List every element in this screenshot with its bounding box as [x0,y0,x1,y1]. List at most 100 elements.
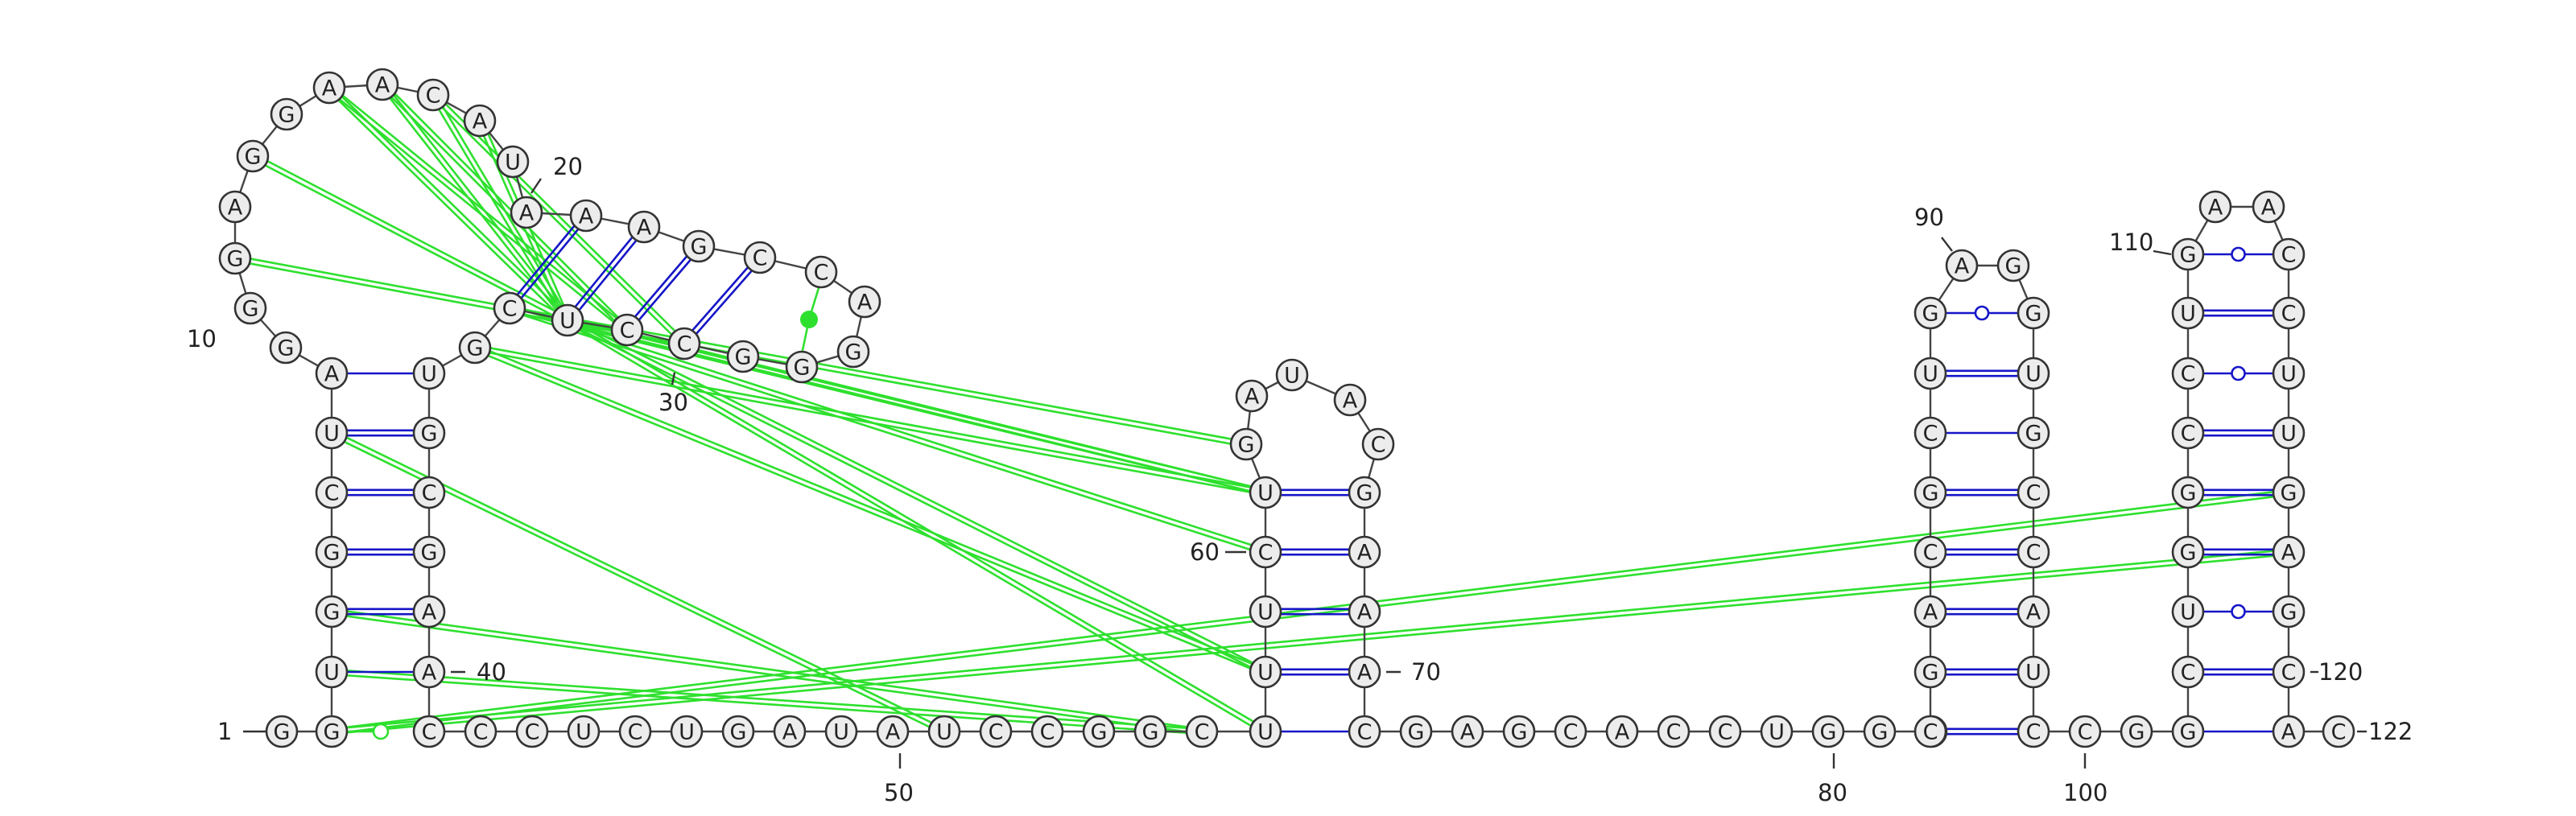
nucleotide: A [2017,595,2050,628]
nucleotide: U [315,416,349,450]
nucleotide-letter: G [1820,720,1837,745]
nucleotide-letter: U [324,422,340,447]
wobble-pair [1946,305,2018,321]
nucleotide: A [2252,190,2285,224]
nucleotide-letter: U [1284,364,1300,389]
nucleotide-letter: C [2181,661,2196,686]
nucleotide-letter: C [422,481,437,506]
nucleotide-letter: G [242,297,259,322]
nucleotide: C [743,241,777,274]
canonical-pair [1281,608,1349,616]
nucleotide-letter: A [857,291,873,315]
nucleotide: U [1760,715,1794,748]
nucleotide: G [218,241,252,275]
nucleotide-letter: C [2281,661,2297,686]
nucleotide: A [1451,715,1484,748]
nucleotide: A [315,356,349,390]
nucleotide-letter: C [1195,720,1210,745]
nucleotide: C [1913,535,1947,569]
nucleotide-letter: C [2331,720,2347,745]
nucleotide-letter: C [324,481,340,506]
nucleotide: U [2272,416,2306,450]
nucleotide: G [233,291,267,325]
nucleotide: U [2017,655,2050,689]
nucleotide: G [836,335,870,369]
tertiary-interaction [566,317,1267,675]
nucleotide-letter: U [679,720,695,745]
tertiary-interaction [379,81,630,333]
nucleotide: C [412,476,446,509]
nucleotide-letter: C [2026,720,2041,745]
nucleotide-letter: A [1955,254,1970,279]
tertiary-interaction [565,317,1268,735]
nucleotide: U [2171,296,2205,330]
nucleotide-letter: U [1257,481,1274,506]
nucleotide-letter: G [2025,302,2042,327]
nucleotide-letter: U [2025,362,2041,387]
nucleotide: A [1348,595,1381,628]
nucleotide: U [2017,356,2050,390]
canonical-pair [2203,309,2273,317]
base-pairs [347,225,2273,736]
nucleotide-letter: C [677,332,692,357]
nucleotide-letter: G [1238,433,1255,458]
canonical-pair [516,225,580,299]
nucleotide-letter: C [2281,302,2297,327]
nucleotide-letter: G [1408,720,1425,745]
nucleotide: C [2272,655,2306,689]
nucleotide-letter: C [1718,720,1733,745]
canonical-pair [1946,369,2018,377]
position-label: 90 [1914,204,1944,231]
nucleotide: G [2017,416,2050,450]
position-label: 70 [1411,658,1441,686]
nucleotide: C [515,715,549,748]
nucleotide: A [2198,190,2232,224]
canonical-pair [2203,668,2273,676]
nucleotide-letter: G [245,145,262,170]
nucleotide: G [412,535,446,569]
position-tick [671,372,676,385]
canonical-pair [1946,608,2018,616]
nucleotide-letter: A [782,720,798,745]
nucleotide-letter: C [814,261,829,286]
nucleotide-letter: A [228,196,243,220]
canonical-pair [347,608,414,616]
nucleotide-letter: U [936,720,952,745]
nucleotide-letter: C [525,720,540,745]
nucleotide: G [2171,237,2205,271]
nucleotide: G [2171,715,2205,748]
nucleotide: A [773,715,807,748]
nucleotide: C [1913,715,1947,748]
nucleotide-letter: C [989,720,1004,745]
nucleotide-letter: G [1142,720,1159,745]
nucleotide-letter: A [2281,720,2297,745]
nucleotide-letter: G [279,103,295,128]
nucleotide-letter: C [2181,422,2196,447]
nucleotide-letter: C [1371,433,1386,458]
nucleotide: C [610,313,644,347]
nucleotide-letter: G [1922,302,1939,327]
nucleotide: C [1657,715,1690,748]
nucleotide: C [2017,535,2050,569]
tertiary-interaction [331,488,2289,736]
nucleotide-letter: G [794,356,811,381]
nucleotide: G [721,715,755,748]
nucleotide-letter: G [324,541,341,566]
canonical-pair [1946,548,2018,556]
nucleotide-letter: A [375,73,390,98]
position-label: 1 [217,718,232,745]
interaction-marker [372,723,390,740]
tertiary-interaction [331,548,2289,736]
canonical-pair [1281,548,1349,556]
canonical-pair [1946,727,2018,736]
nucleotide-letter: G [735,345,752,370]
canonical-pair [347,548,414,556]
nucleotide-letter: C [1923,720,1938,745]
nucleotide-letter: U [1922,362,1938,387]
nucleotide-letter: C [1666,720,1682,745]
nucleotide-letter: G [2005,254,2022,279]
nucleotide-letter: C [1258,541,1274,566]
nucleotide: G [1913,476,1947,509]
nucleotide: A [1333,383,1367,417]
